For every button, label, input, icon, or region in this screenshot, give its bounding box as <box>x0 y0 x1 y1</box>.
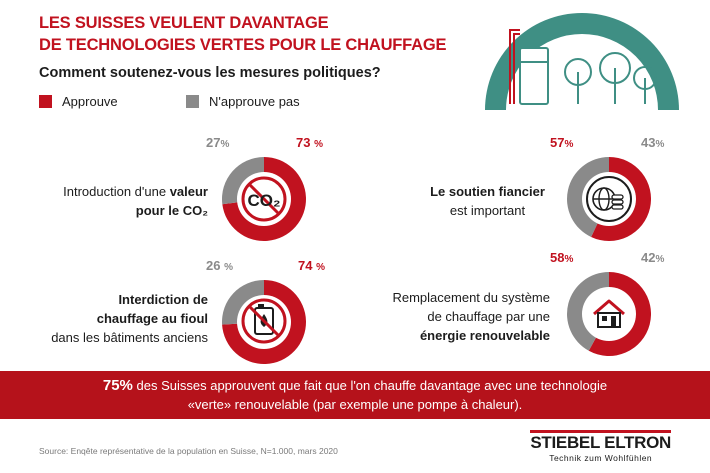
page-title: LES SUISSES VEULENT DAVANTAGE DE TECHNOL… <box>39 12 446 56</box>
banner-highlight: 75% <box>102 377 133 394</box>
title-line-2: DE TECHNOLOGIES VERTES POUR LE CHAUFFAGE <box>39 36 447 54</box>
chart-2-label: Interdiction de chauffage au fioul dans … <box>51 292 208 345</box>
brand-name: STIEBEL ELTRON <box>530 430 671 451</box>
subtitle: Comment soutenez-vous les mesures politi… <box>39 65 381 81</box>
co2-icon-text: CO₂ <box>247 191 280 210</box>
legend-approve: Approuve <box>39 94 118 109</box>
chart-1-label: Le soutien fiancier est important <box>430 184 545 218</box>
chart-0-label: Introduction d'une valeur pour le CO₂ <box>63 184 208 218</box>
banner-line-1: des Suisses approuvent que fait que l'on… <box>132 378 608 393</box>
chart-1-disapprove-label: 43% <box>641 135 665 150</box>
chart-0-approve-label: 73 % <box>296 135 323 150</box>
chart-1-approve-label: 57% <box>550 135 574 150</box>
chart-3-donut <box>567 272 651 356</box>
co2-crossed-icon: CO₂ <box>241 176 287 222</box>
summary-banner: 75% des Suisses approuvent que fait que … <box>0 371 710 419</box>
legend-disapprove-label: N'approuve pas <box>209 94 300 109</box>
globe-coins-icon <box>586 176 632 222</box>
chart-1-donut <box>567 157 651 241</box>
legend-disapprove-swatch <box>186 95 199 108</box>
source-note: Source: Enqête représentative de la popu… <box>39 446 338 456</box>
chart-3-approve-label: 58% <box>550 250 574 265</box>
title-line-1: LES SUISSES VEULENT DAVANTAGE <box>39 14 329 32</box>
chart-2-disapprove-label: 26 % <box>206 258 233 273</box>
brand-logo: STIEBEL ELTRON Technik zum Wohlfühlen <box>530 430 671 463</box>
chart-3-disapprove-label: 42% <box>641 250 665 265</box>
chart-2-donut <box>222 280 306 364</box>
chart-0-disapprove-label: 27% <box>206 135 230 150</box>
heat-pump-trees-illustration <box>485 13 679 110</box>
banner-line-2: «verte» renouvelable (par exemple une po… <box>187 397 523 412</box>
chart-3-label: Remplacement du système de chauffage par… <box>392 290 550 343</box>
legend-approve-swatch <box>39 95 52 108</box>
chart-2-approve-label: 74 % <box>298 258 325 273</box>
brand-tagline: Technik zum Wohlfühlen <box>549 453 653 463</box>
oil-can-crossed-icon <box>241 298 287 344</box>
house-icon <box>593 299 625 328</box>
legend-approve-label: Approuve <box>62 94 118 109</box>
legend-disapprove: N'approuve pas <box>186 94 300 109</box>
chart-0-donut: CO₂ <box>222 157 306 241</box>
